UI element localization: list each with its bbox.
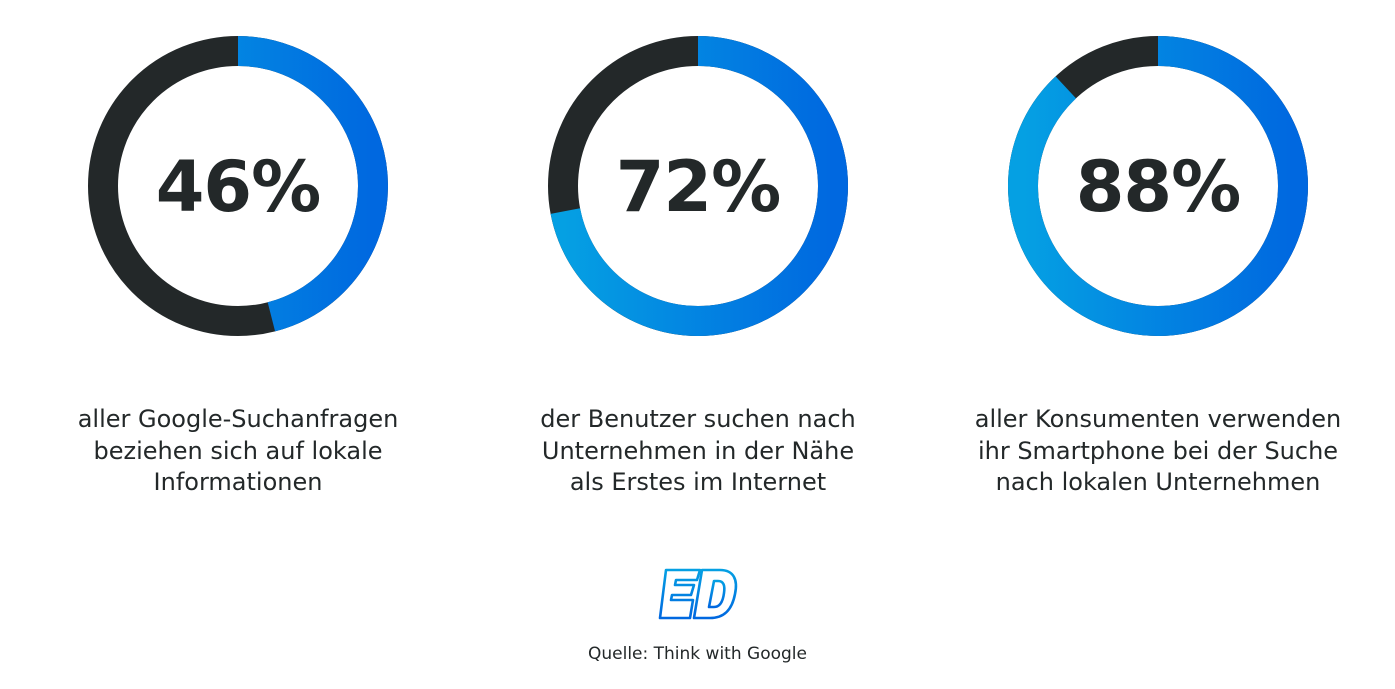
donut-value-label: 72% [616,146,781,228]
caption-line: der Benutzer suchen nach [540,405,856,433]
donut-value-segment [88,36,388,336]
donut-chart-2: 72% [548,36,848,336]
donut-chart-1: 46% [88,36,388,336]
donut-value-segment [548,36,848,336]
caption-line: nach lokalen Unternehmen [995,468,1321,496]
donut-chart-3: 88% [1008,36,1308,336]
caption-2: der Benutzer suchen nach Unternehmen in … [478,404,918,499]
caption-line: Informationen [153,468,323,496]
caption-line: ihr Smartphone bei der Suche [977,436,1339,465]
ed-logo [658,568,738,620]
source-note: Quelle: Think with Google [588,644,807,664]
caption-line: beziehen sich auf lokale [93,436,383,465]
caption-line: als Erstes im Internet [569,468,827,496]
donut-value-label: 88% [1076,146,1241,228]
donut-value-label: 46% [156,146,321,228]
caption-line: Unternehmen in der Nähe [541,436,855,465]
donut-value-segment [1008,36,1308,336]
caption-line: aller Konsumenten verwenden [974,405,1342,433]
caption-3: aller Konsumenten verwenden ihr Smartpho… [938,404,1378,499]
caption-1: aller Google-Suchanfragen beziehen sich … [18,404,458,499]
caption-line: aller Google-Suchanfragen [77,405,399,433]
donut-charts: 46% 72% 88% [88,36,1308,336]
